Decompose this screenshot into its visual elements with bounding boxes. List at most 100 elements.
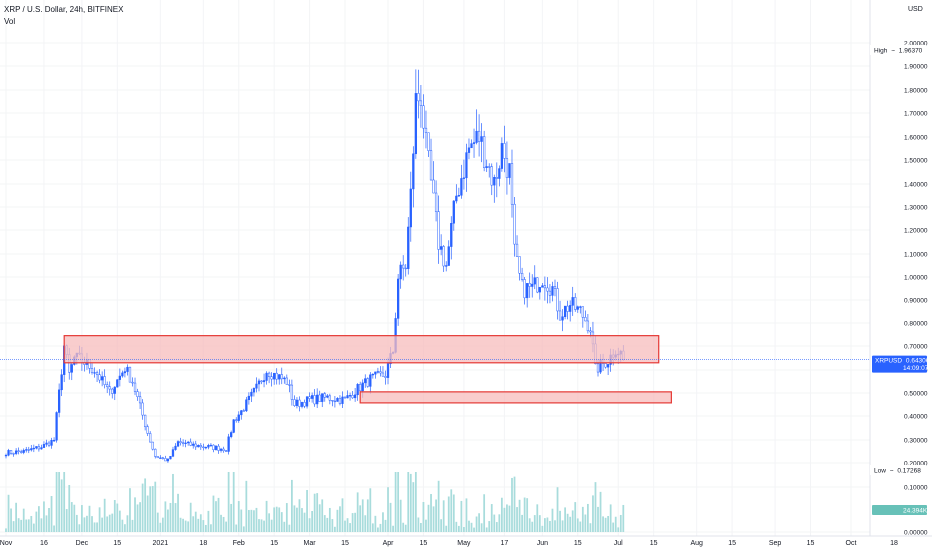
volume-bar (344, 520, 346, 532)
candle-body (374, 371, 377, 375)
volume-bar (463, 527, 465, 532)
zone-rectangle (359, 391, 672, 404)
volume-bar (7, 494, 10, 532)
volume-bar (144, 478, 147, 532)
volume-bar (174, 503, 177, 532)
volume-bar (139, 502, 141, 532)
volume-bar (417, 517, 420, 532)
candle-body (558, 310, 562, 321)
zone-rectangle (63, 335, 660, 364)
candle-body (480, 136, 483, 142)
candle-body (505, 158, 509, 178)
time-tick-label: 15 (420, 540, 428, 547)
time-axis[interactable]: Nov 16 Dec 15 2021 18 Feb 15 Mar 15 Apr 15 May 17 Jun 1… (0, 535, 932, 550)
candle-body (316, 394, 319, 405)
volume-bar (508, 505, 511, 532)
volume-bar (354, 512, 357, 532)
volume-bar (192, 516, 195, 532)
candle-body (283, 377, 286, 380)
volume-bar (212, 495, 215, 532)
volume-bar (584, 514, 587, 532)
candle-body (437, 211, 440, 250)
candle-body (32, 447, 35, 450)
candle-body (25, 449, 28, 451)
volume-bar (592, 495, 594, 532)
candle-body (270, 376, 273, 380)
volume-bar (237, 501, 240, 532)
volume-bar (131, 519, 134, 532)
volume-bar (93, 522, 96, 532)
candle-body (460, 178, 463, 196)
price-tick-label: 1.50000 (904, 158, 928, 165)
volume-bar (546, 517, 549, 532)
volume-bar (179, 517, 182, 532)
volume-bar (134, 497, 136, 532)
volume-bar (48, 508, 50, 532)
candle-body (194, 443, 197, 448)
volume-bar (10, 508, 12, 532)
candle-body (116, 379, 119, 388)
volume-bar (167, 509, 169, 532)
volume-bar (397, 472, 400, 532)
candle-body (260, 380, 263, 383)
volume-bar (328, 507, 331, 532)
volume-bar (177, 493, 179, 532)
volume-bar (258, 519, 260, 532)
volume-bar (242, 526, 245, 532)
support-resistance-zones[interactable] (63, 335, 672, 404)
candle-body (232, 419, 235, 433)
candle-body (275, 372, 278, 380)
candle-body (169, 456, 172, 460)
low-value: 0.17268 (897, 468, 921, 475)
volume-bar (371, 523, 374, 532)
candle-body (356, 384, 359, 396)
price-tick-label: 1.90000 (904, 64, 928, 71)
price-axis[interactable]: 2.00000 1.90000 1.80000 1.70000 1.60000 1.500… (869, 0, 932, 537)
price-tick-label: 2.00000 (904, 41, 928, 48)
volume-bar (321, 499, 324, 532)
volume-bar (470, 522, 473, 532)
volume-bar (409, 473, 412, 532)
candle-body (483, 136, 486, 168)
volume-bar (490, 504, 493, 532)
candle-body (475, 130, 478, 143)
volume-bar (498, 514, 501, 532)
volume-bar (581, 506, 584, 532)
volume-bar (361, 499, 364, 532)
candle-body (252, 387, 256, 393)
candle-body (207, 445, 210, 448)
price-tick-label: 1.00000 (904, 275, 928, 282)
volume-bar (255, 507, 258, 532)
volume-bar (118, 510, 121, 532)
candle-body (581, 306, 584, 318)
volume-bar (78, 524, 81, 532)
candle-body (22, 449, 25, 453)
volume-bar (576, 518, 579, 532)
volume-bar (602, 516, 604, 532)
candle-body (543, 285, 547, 289)
candle-body (520, 273, 524, 280)
candle-body (321, 393, 324, 402)
volume-bar (293, 505, 296, 532)
candle-body (154, 448, 157, 457)
volume-bar (73, 504, 76, 532)
candle-body (348, 395, 352, 397)
candle-body (123, 371, 127, 374)
candle-body (462, 177, 466, 179)
volume-bar (387, 487, 389, 532)
volume-bar (412, 482, 415, 532)
candle-body (467, 147, 471, 153)
candle-body (27, 449, 30, 451)
volume-bar (571, 510, 574, 532)
svg-text:Low ~ 0.17268: Low ~ 0.17268 (874, 468, 921, 475)
volume-bar (263, 520, 265, 532)
candle-body (556, 288, 559, 312)
candle-body (40, 447, 43, 450)
volume-bar (445, 525, 448, 532)
volume-bar (159, 522, 162, 532)
volume-bar (559, 510, 561, 532)
candle-body (101, 376, 104, 381)
time-tick-label: Feb (233, 540, 245, 547)
candle-body (538, 287, 541, 293)
